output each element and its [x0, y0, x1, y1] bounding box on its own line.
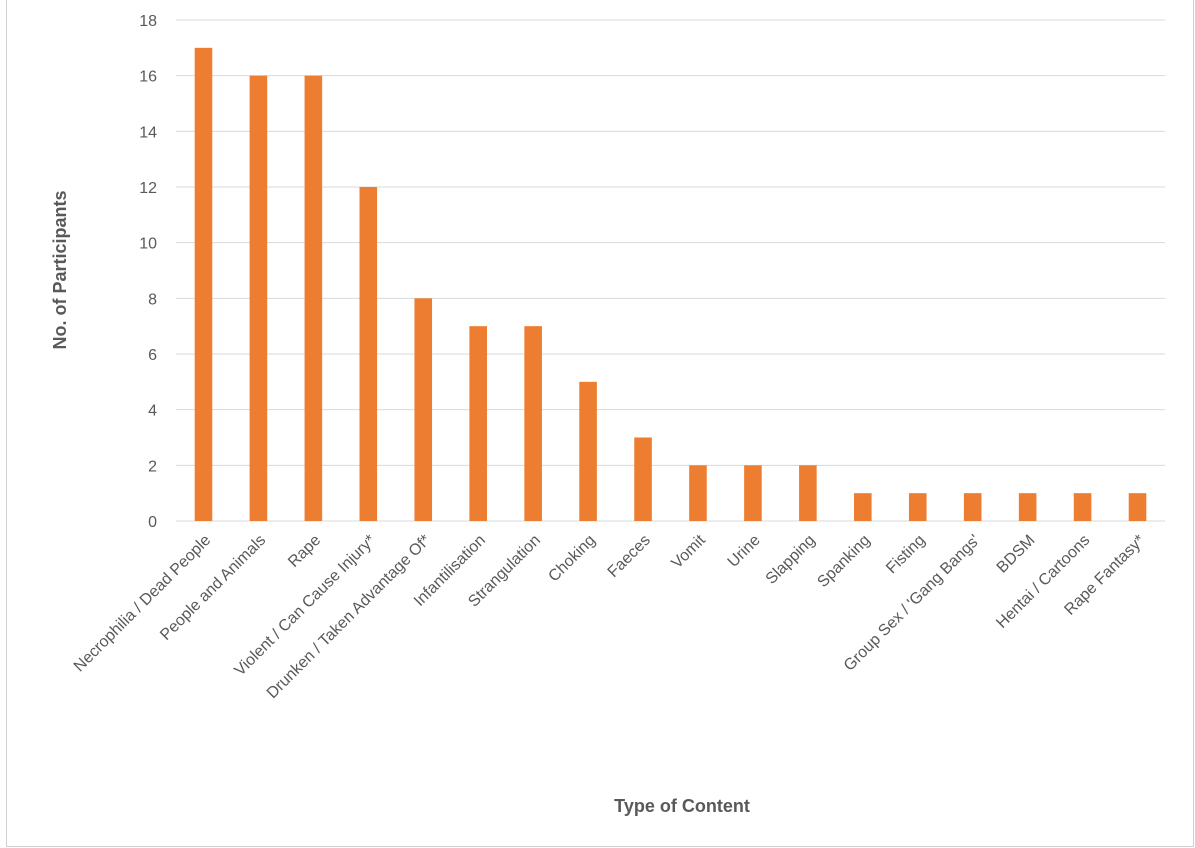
x-category-label: Slapping	[763, 532, 819, 588]
y-tick-label: 14	[139, 124, 157, 141]
y-tick-label: 0	[148, 514, 157, 531]
bar	[1128, 493, 1147, 521]
bar	[414, 298, 433, 521]
x-category-label: Fisting	[883, 532, 928, 577]
x-category-label: Rape	[285, 532, 324, 571]
bar	[579, 381, 597, 521]
bar	[249, 75, 268, 522]
bar	[359, 187, 378, 521]
y-tick-label: 16	[139, 69, 157, 86]
x-category-label: Vomit	[668, 531, 709, 572]
x-axis-title: Type of Content	[614, 796, 750, 816]
y-axis-ticks: 0 2 4 6 8 10 12 14 16 18	[139, 13, 157, 531]
y-tick-label: 10	[139, 236, 157, 253]
x-category-label: Urine	[725, 532, 764, 571]
y-tick-label: 6	[148, 347, 157, 364]
bar	[689, 465, 707, 521]
y-tick-label: 12	[139, 180, 157, 197]
bar	[524, 326, 542, 521]
x-category-label: Faeces	[605, 532, 654, 581]
x-category-label: BDSM	[994, 532, 1039, 577]
x-category-label: People and Animals	[157, 532, 269, 644]
bar	[1073, 493, 1092, 521]
bar	[744, 465, 762, 521]
bar	[799, 465, 817, 521]
bar	[634, 437, 652, 521]
bars	[194, 47, 1147, 522]
x-category-label: Choking	[545, 532, 599, 586]
bar	[854, 493, 872, 521]
bar	[908, 493, 927, 521]
bar	[1018, 493, 1037, 521]
x-category-label: Spanking	[814, 532, 873, 591]
gridlines	[176, 19, 1165, 522]
x-category-label: Hentai / Cartoons	[993, 532, 1093, 632]
bar	[194, 47, 213, 521]
y-axis-title: No. of Participants	[50, 190, 70, 349]
bar	[963, 493, 982, 521]
y-tick-label: 18	[139, 13, 157, 30]
bar	[469, 326, 487, 521]
y-tick-label: 4	[148, 403, 157, 420]
bar	[304, 75, 323, 522]
y-tick-label: 2	[148, 458, 157, 475]
y-tick-label: 8	[148, 291, 157, 308]
